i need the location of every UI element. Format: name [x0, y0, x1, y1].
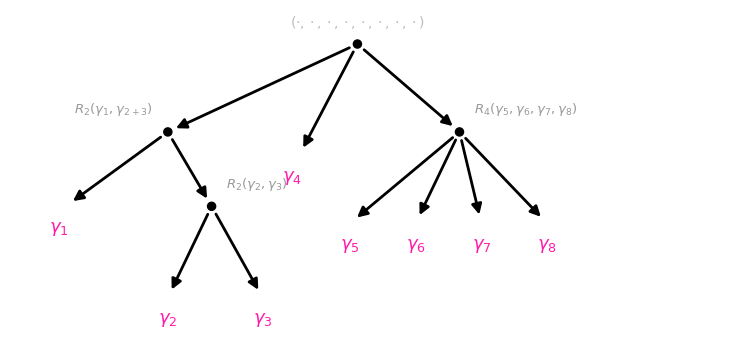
Ellipse shape: [455, 128, 464, 136]
Text: $\gamma_8$: $\gamma_8$: [537, 237, 557, 255]
Ellipse shape: [208, 202, 216, 210]
Text: $\gamma_7$: $\gamma_7$: [472, 237, 491, 255]
Text: $\gamma_5$: $\gamma_5$: [340, 237, 360, 255]
Text: $\gamma_6$: $\gamma_6$: [405, 237, 426, 255]
Text: $(\cdot,\cdot,\cdot,\cdot,\cdot,\cdot,\cdot,\cdot)$: $(\cdot,\cdot,\cdot,\cdot,\cdot,\cdot,\c…: [290, 13, 425, 31]
Text: $R_4(\gamma_5, \gamma_6, \gamma_7, \gamma_8)$: $R_4(\gamma_5, \gamma_6, \gamma_7, \gamm…: [474, 101, 577, 118]
Ellipse shape: [164, 128, 172, 136]
Text: $\gamma_1$: $\gamma_1$: [48, 220, 68, 238]
Text: $\gamma_4$: $\gamma_4$: [282, 169, 302, 187]
Text: $\gamma_3$: $\gamma_3$: [253, 311, 272, 329]
Text: $R_2(\gamma_1, \gamma_{2+3})$: $R_2(\gamma_1, \gamma_{2+3})$: [74, 101, 153, 118]
Ellipse shape: [353, 40, 362, 48]
Text: $R_2(\gamma_2, \gamma_3)$: $R_2(\gamma_2, \gamma_3)$: [226, 176, 288, 193]
Text: $\gamma_2$: $\gamma_2$: [158, 311, 178, 329]
